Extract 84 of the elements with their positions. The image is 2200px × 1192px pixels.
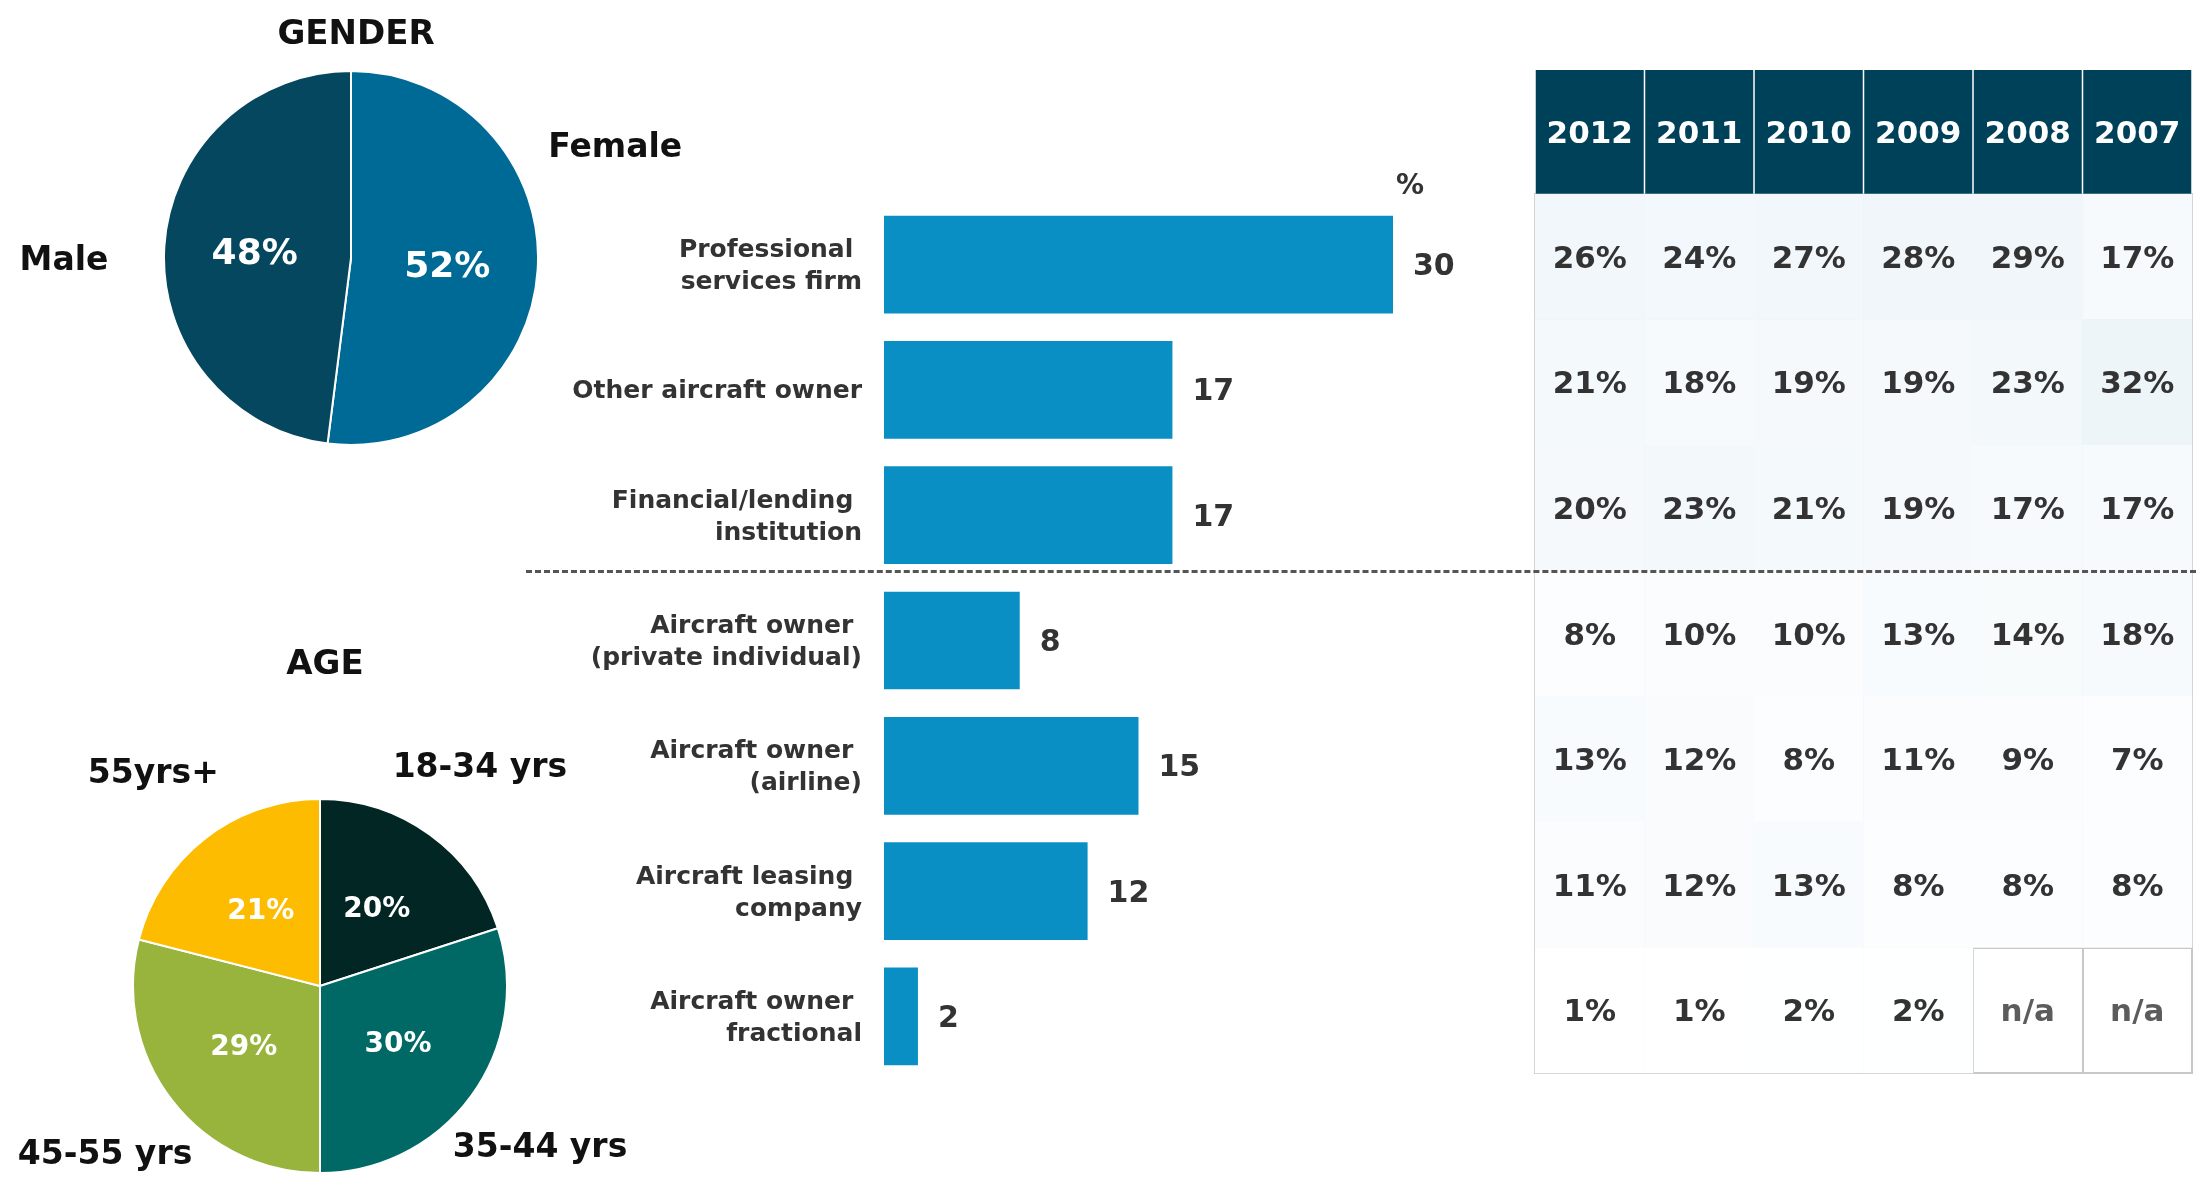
x-tick-label: 2012	[1546, 114, 1633, 150]
data-label: 32%	[2100, 364, 2175, 401]
y-tick-label: Aircraft owner (private individual)	[590, 610, 862, 671]
data-label: 18%	[2100, 615, 2175, 652]
data-label: 29%	[1990, 238, 2065, 275]
x-tick-label: 2007	[2094, 114, 2181, 150]
bar	[884, 341, 1173, 439]
data-label: 13%	[1771, 866, 1846, 903]
y-tick-label: Professional services firm	[678, 234, 862, 296]
data-label: 11%	[1552, 866, 1627, 903]
data-label: 17%	[1990, 489, 2065, 526]
data-label: 2	[937, 998, 959, 1034]
data-label: 10%	[1771, 615, 1846, 652]
data-label: 8%	[1782, 741, 1836, 778]
y-tick-label: Aircraft leasing company	[635, 860, 862, 922]
y-tick-label: Other aircraft owner	[572, 375, 863, 405]
data-label: 30%	[364, 1026, 432, 1060]
data-label: 1%	[1672, 992, 1726, 1029]
data-label: 23%	[1662, 489, 1737, 526]
data-label: 19%	[1771, 364, 1846, 401]
x-tick-label: 2011	[1656, 114, 1743, 150]
data-label: 8%	[2001, 866, 2055, 903]
y-tick-label: Aircraft owner fractional	[650, 985, 862, 1047]
data-label: 17%	[2100, 238, 2175, 275]
slice-label: Male	[19, 238, 109, 278]
data-label: 28%	[1881, 238, 1956, 275]
data-label: 21%	[1552, 364, 1627, 401]
data-label: 19%	[1881, 364, 1956, 401]
data-label: 17	[1192, 372, 1235, 408]
bar	[884, 466, 1173, 565]
data-label: 19%	[1881, 489, 1956, 526]
chart-title: GENDER	[277, 12, 435, 52]
slice-label: 45-55 yrs	[17, 1133, 193, 1173]
data-label: 23%	[1990, 364, 2065, 401]
data-label: 8	[1039, 623, 1061, 658]
data-label: 10%	[1662, 615, 1737, 652]
y-tick-label: Financial/lending institution	[611, 484, 862, 546]
data-label: 52%	[404, 243, 491, 285]
slice-label: 18-34 yrs	[392, 746, 568, 786]
data-label: 15	[1158, 748, 1201, 784]
data-label: 2%	[1891, 992, 1945, 1029]
text: n/a	[2000, 992, 2055, 1029]
bar	[884, 215, 1393, 314]
x-tick-label: 2010	[1765, 114, 1852, 150]
data-label: 14%	[1990, 615, 2065, 652]
slice-label: 55yrs+	[87, 751, 219, 791]
data-label: 8%	[2110, 866, 2164, 903]
data-label: 21%	[227, 893, 295, 927]
bar	[884, 967, 918, 1066]
data-label: 29%	[210, 1028, 278, 1062]
bar	[884, 842, 1088, 940]
bar	[884, 591, 1020, 690]
data-label: 24%	[1662, 238, 1737, 275]
slice-label: Female	[548, 126, 683, 166]
data-label: 2%	[1782, 992, 1836, 1029]
data-label: 11%	[1881, 741, 1956, 778]
data-label: 30	[1413, 247, 1455, 283]
data-label: 27%	[1771, 238, 1846, 275]
data-label: 26%	[1552, 238, 1627, 275]
slice-label: 35-44 yrs	[452, 1126, 628, 1166]
y-tick-label: Aircraft owner (airline)	[650, 735, 862, 797]
data-label: 12	[1107, 873, 1150, 909]
text: n/a	[2110, 992, 2165, 1029]
data-label: 12%	[1662, 741, 1737, 778]
data-label: 20%	[1552, 489, 1627, 526]
data-label: 21%	[1771, 489, 1846, 526]
data-label: 18%	[1662, 364, 1737, 401]
data-label: 8%	[1563, 615, 1617, 652]
x-axis-title: %	[1395, 167, 1425, 201]
data-label: 13%	[1881, 615, 1956, 652]
data-label: 1%	[1563, 992, 1617, 1029]
x-tick-label: 2009	[1875, 114, 1962, 150]
data-label: 12%	[1662, 866, 1737, 903]
data-label: 7%	[2110, 741, 2164, 778]
data-label: 13%	[1552, 741, 1627, 778]
data-label: 48%	[211, 231, 298, 273]
chart-title: AGE	[286, 642, 364, 682]
data-label: 20%	[343, 891, 411, 925]
data-label: 17	[1192, 497, 1235, 533]
data-label: 17%	[2100, 489, 2175, 526]
x-tick-label: 2008	[1984, 114, 2071, 150]
bar	[884, 716, 1139, 815]
data-label: 9%	[2001, 741, 2055, 778]
data-label: 8%	[1891, 866, 1945, 903]
